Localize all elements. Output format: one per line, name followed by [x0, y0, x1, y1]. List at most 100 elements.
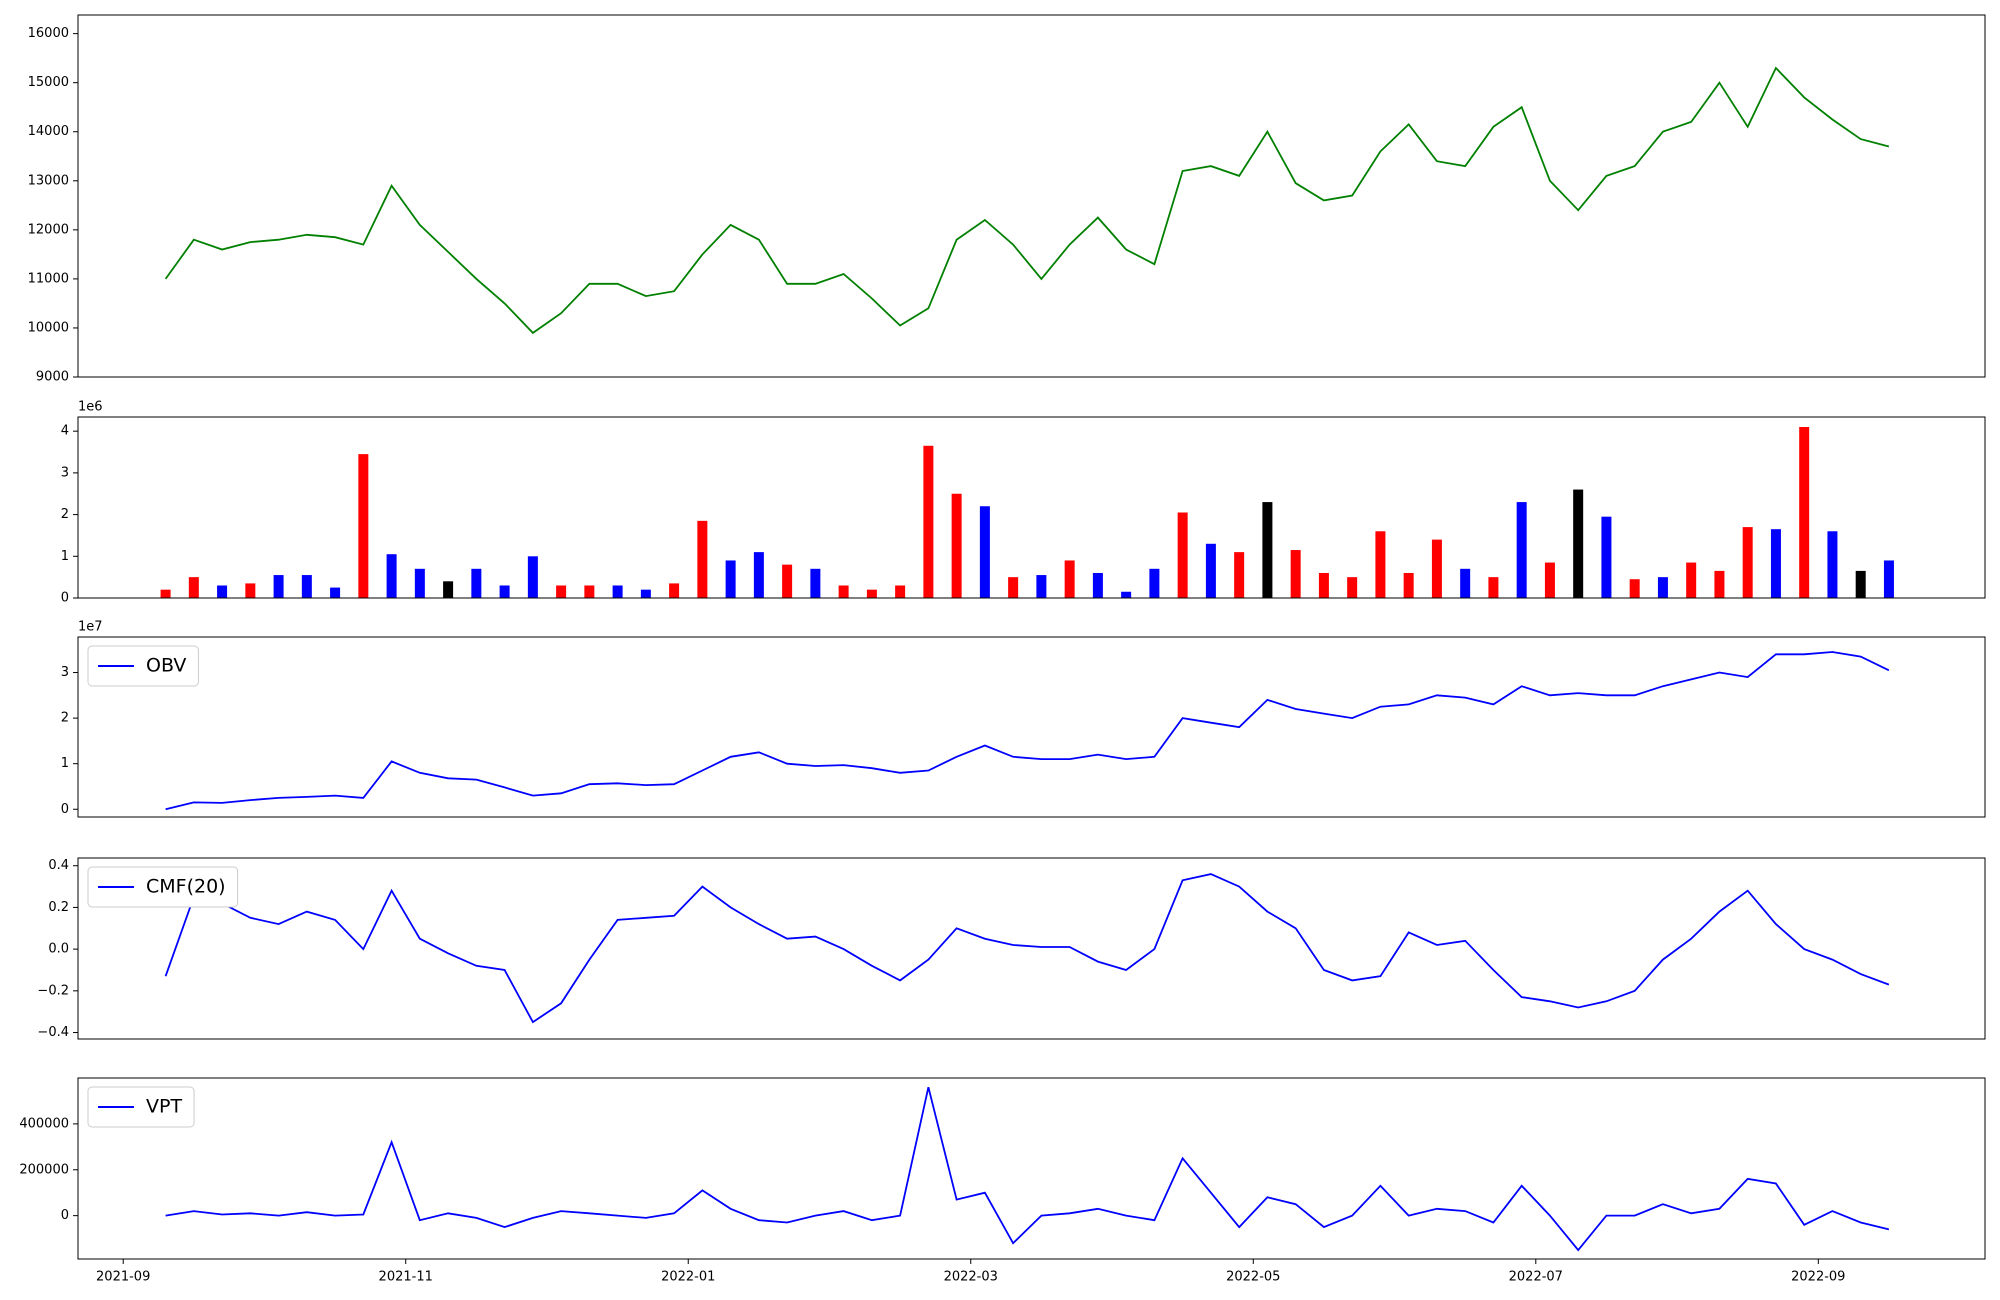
volume-bar	[556, 585, 567, 598]
volume-bar	[1601, 516, 1612, 598]
volume-bar	[1205, 543, 1216, 598]
y-offset-label: 1e6	[78, 400, 103, 415]
plot-frame	[77, 14, 1986, 378]
y-tick-label: 13000	[28, 173, 69, 188]
volume-bar	[1827, 531, 1838, 598]
volume-bar	[725, 560, 736, 598]
panel: 9000 10000 11000 12000 13000 14000 15000 16000	[28, 14, 1986, 385]
y-tick-label: 3	[61, 665, 69, 680]
y-tick-label: 15000	[28, 75, 69, 90]
panel: 0 1 2 3 4 1e6	[61, 400, 1986, 606]
volume-bar	[1544, 562, 1555, 598]
volume-bar	[1657, 577, 1668, 598]
volume-bar	[951, 493, 962, 598]
y-tick-label: 2	[61, 507, 69, 522]
volume-bar	[1742, 527, 1753, 598]
y-tick-label: 0.2	[48, 900, 69, 915]
volume-bar	[1064, 560, 1075, 598]
y-tick-label: 0	[61, 1208, 69, 1223]
volume-bar	[979, 506, 990, 598]
y-tick-label: 0	[61, 591, 69, 606]
x-tick-label: 2021-11	[379, 1270, 433, 1285]
volume-bar	[245, 583, 256, 598]
panel: 0 1 2 3 1e7 OBV	[61, 620, 1986, 818]
line-series	[164, 873, 1890, 1024]
y-tick-label: 9000	[36, 370, 69, 385]
volume-bar	[1347, 577, 1358, 598]
line-series	[165, 651, 1890, 811]
volume-bar	[753, 552, 764, 598]
volume-bar	[1431, 539, 1442, 598]
y-tick-label: 12000	[28, 222, 69, 237]
legend-label: VPT	[146, 1096, 182, 1118]
y-tick-label: 400000	[19, 1116, 69, 1131]
volume-bar	[386, 554, 397, 598]
volume-bar	[640, 589, 651, 598]
y-tick-label: 14000	[28, 124, 69, 139]
volume-bar	[697, 520, 708, 598]
x-tick-label: 2022-05	[1226, 1270, 1280, 1285]
volume-bar	[1149, 568, 1160, 598]
volume-bar	[810, 568, 821, 598]
volume-bar	[443, 581, 454, 598]
volume-bar	[838, 585, 849, 598]
legend-box	[87, 645, 199, 687]
legend-label: CMF(20)	[146, 876, 226, 898]
line-series	[165, 1086, 1890, 1252]
volume-bar	[1460, 568, 1471, 598]
x-tick-label: 2022-07	[1509, 1270, 1563, 1285]
volume-bar	[273, 575, 284, 598]
plot-frame	[77, 1077, 1986, 1260]
x-tick-label: 2022-09	[1791, 1270, 1845, 1285]
y-tick-label: 11000	[28, 271, 69, 286]
volume-bar	[1770, 529, 1781, 598]
volume-bar	[471, 568, 482, 598]
volume-bar	[669, 583, 680, 598]
volume-bar	[1177, 512, 1188, 598]
x-tick-label: 2021-09	[96, 1270, 150, 1285]
volume-bar	[1290, 550, 1301, 598]
y-tick-label: −0.4	[37, 1025, 69, 1040]
volume-bar	[1318, 572, 1329, 598]
x-tick-label: 2022-03	[944, 1270, 998, 1285]
plot-frame	[77, 416, 1986, 599]
legend-box	[87, 1086, 195, 1128]
volume-bar	[358, 454, 369, 598]
volume-bar	[301, 575, 312, 598]
volume-bar	[866, 589, 877, 598]
volume-bar	[1516, 502, 1527, 598]
y-tick-label: 200000	[19, 1162, 69, 1177]
y-tick-label: 0.4	[48, 858, 69, 873]
volume-bar	[1403, 572, 1414, 598]
volume-bar	[527, 556, 538, 598]
volume-bar	[1092, 572, 1103, 598]
y-tick-label: 1	[61, 756, 69, 771]
volume-bar	[414, 568, 425, 598]
volume-bar	[1573, 489, 1584, 598]
volume-bar	[499, 585, 510, 598]
y-tick-label: 16000	[28, 26, 69, 41]
volume-bar	[1686, 562, 1697, 598]
volume-bar	[1488, 577, 1499, 598]
panel: −0.4 −0.2 0.0 0.2 0.4 CMF(20)	[37, 857, 1986, 1040]
volume-bar	[895, 585, 906, 598]
volume-bar	[160, 589, 171, 598]
volume-bar	[1262, 502, 1273, 598]
volume-bar	[1375, 531, 1386, 598]
volume-bar	[923, 445, 934, 598]
y-tick-label: 2	[61, 711, 69, 726]
volume-bar	[584, 585, 595, 598]
volume-bar	[1855, 570, 1866, 598]
plot-frame	[77, 857, 1986, 1040]
legend-label: OBV	[146, 655, 186, 677]
y-offset-label: 1e7	[78, 620, 103, 635]
volume-bar	[1036, 575, 1047, 598]
volume-bar	[330, 587, 341, 598]
volume-bar	[217, 585, 228, 598]
volume-bar	[1799, 427, 1810, 598]
volume-bar	[1234, 552, 1245, 598]
plot-frame	[77, 636, 1986, 818]
y-tick-label: 0	[61, 802, 69, 817]
volume-bar	[1008, 577, 1019, 598]
